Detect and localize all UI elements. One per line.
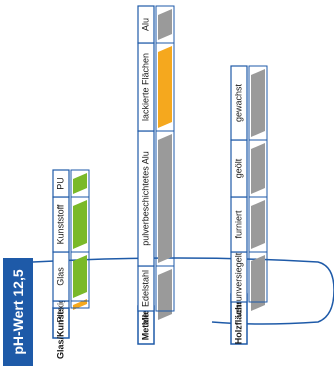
status-bar-frame bbox=[155, 5, 175, 44]
group-header-label: Metalle bbox=[140, 310, 150, 341]
status-bar-geölt bbox=[251, 143, 265, 194]
item-label-cell bbox=[230, 65, 248, 141]
group-header-label: Holzflächen bbox=[233, 294, 243, 345]
item-label-furniert: furniert bbox=[233, 210, 243, 239]
status-bar-lackierte-flächen bbox=[158, 46, 172, 128]
item-label-edelstahl: Edelstahl bbox=[140, 270, 150, 307]
status-bar-alu bbox=[158, 9, 172, 40]
item-label-pulverbeschichtetes-alu: pulverbeschichtetes Alu bbox=[140, 151, 150, 246]
item-label-geölt: geölt bbox=[233, 158, 243, 178]
item-label-plexiglas: Plexiglas bbox=[55, 286, 65, 323]
item-label-lackierte-flächen: lackierte Flächen bbox=[140, 53, 150, 121]
group-metalle: MetalleMessingEdelstahlpulverbeschichtet… bbox=[137, 5, 175, 345]
status-bar-furniert bbox=[251, 200, 265, 249]
status-bar-plexiglas bbox=[73, 299, 87, 310]
status-bar-pu bbox=[73, 173, 87, 194]
ph-value-badge: pH-Wert 12,5 bbox=[3, 258, 33, 366]
status-bar-edelstahl bbox=[158, 269, 172, 308]
status-bar-frame bbox=[70, 169, 90, 198]
item-label-unversiegelt: unversiegelt bbox=[233, 252, 243, 301]
item-label-pu: PU bbox=[55, 177, 65, 190]
group-holzflächen: Holzflächenversiegeltunversiegeltfurnier… bbox=[230, 65, 268, 345]
status-bar-gewachst bbox=[251, 69, 265, 137]
status-bar-kunststoff bbox=[73, 200, 87, 249]
item-label-glas: Glas bbox=[55, 267, 65, 286]
item-label-gewachst: gewachst bbox=[233, 83, 243, 122]
status-bar-frame bbox=[248, 65, 268, 141]
item-label-kunststoff: Kunststoff bbox=[55, 204, 65, 244]
item-label-alu: Alu bbox=[140, 18, 150, 31]
status-bar-unversiegelt bbox=[251, 255, 265, 299]
status-bar-glas bbox=[73, 255, 87, 298]
group-header-label: Glas/Kunststoffe bbox=[55, 287, 65, 359]
item-label-cell bbox=[137, 5, 155, 44]
status-bar-pulverbeschichtetes-alu bbox=[158, 134, 172, 263]
item-label-cell bbox=[52, 169, 70, 198]
